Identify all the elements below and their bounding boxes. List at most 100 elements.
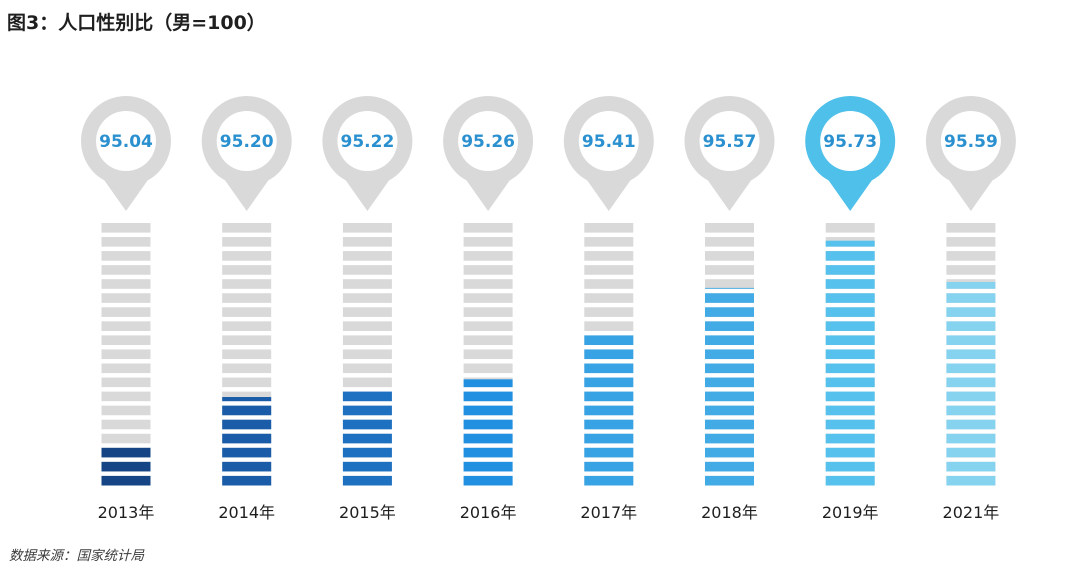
bar-segment-empty: [584, 265, 634, 275]
bar-segment-empty: [101, 223, 151, 233]
pin-inner-circle: [820, 111, 881, 171]
bar-segment-filled: [946, 377, 996, 388]
pin-tip: [584, 177, 633, 211]
bar-segment-empty: [101, 251, 151, 261]
bar-segment-filled: [946, 349, 996, 360]
value-pin: 95.22: [322, 96, 413, 211]
bar-segment-empty: [946, 251, 996, 261]
bar-segment-empty: [222, 251, 272, 261]
bar-segment-empty: [101, 321, 151, 331]
bar-segment-filled: [463, 391, 513, 402]
pin-tip: [343, 177, 392, 211]
value-pin: 95.59: [925, 96, 1016, 211]
value-label: 95.22: [341, 132, 395, 152]
bar-segment-filled: [825, 265, 875, 275]
bar-segment-empty: [101, 391, 151, 402]
bar-segment-empty: [584, 237, 634, 247]
bar-2021年: [946, 223, 996, 486]
bar-segment-empty: [101, 307, 151, 317]
bar-segment-empty: [101, 293, 151, 303]
bar-segment-empty: [222, 223, 272, 233]
bar-segment-filled: [222, 447, 272, 458]
bar-segment-filled: [584, 405, 634, 416]
bar-segment-filled: [825, 363, 875, 374]
bar-2017年: [584, 223, 634, 486]
bar-segment-empty: [463, 293, 513, 303]
bar-segment-empty: [222, 377, 272, 388]
bar-segment-filled: [705, 447, 754, 458]
bar-segment-empty: [101, 419, 151, 430]
bar-segment-filled: [825, 475, 875, 486]
bar-segment-filled: [342, 433, 392, 444]
bar-2014年: [222, 223, 272, 486]
value-label: 95.41: [582, 132, 636, 152]
bar-segment-empty: [463, 363, 513, 374]
bar-segment-empty: [222, 307, 272, 317]
bar-segment-empty: [584, 293, 634, 303]
bar-segment-empty: [463, 251, 513, 261]
bar-segment-empty: [705, 279, 754, 289]
bar-segment-empty: [584, 279, 634, 289]
bar-segment-filled: [825, 419, 875, 430]
bar-segment-empty: [342, 237, 392, 247]
bar-segment-filled: [101, 475, 151, 486]
bar-columns: [101, 223, 996, 486]
bar-segment-empty: [342, 265, 392, 275]
bar-segment-filled: [463, 433, 513, 444]
bar-segment-empty: [463, 307, 513, 317]
bar-segment-filled: [825, 251, 875, 261]
bar-segment-filled: [342, 461, 392, 472]
bar-segment-filled: [705, 287, 754, 289]
bar-segment-filled: [705, 335, 754, 345]
bar-segment-filled: [825, 293, 875, 303]
bar-segment-filled: [825, 279, 875, 289]
bar-segment-empty: [463, 237, 513, 247]
pin-tip: [222, 177, 271, 211]
value-label: 95.73: [823, 132, 877, 152]
bar-segment-empty: [946, 237, 996, 247]
bar-2013年: [101, 223, 151, 486]
bar-segment-filled: [825, 405, 875, 416]
bar-segment-empty: [101, 335, 151, 345]
bar-segment-filled: [946, 321, 996, 331]
bar-segment-filled: [946, 307, 996, 317]
year-labels: 2013年 2014年 2015年 2016年 2017年 2018年 2019年 2021年: [98, 503, 1000, 522]
bar-segment-empty: [222, 265, 272, 275]
pin-inner-circle: [578, 111, 639, 171]
bar-segment-filled: [342, 419, 392, 430]
bar-segment-empty: [705, 265, 754, 275]
bar-segment-empty: [342, 307, 392, 317]
bar-segment-empty: [222, 391, 272, 402]
bar-segment-filled: [705, 377, 754, 388]
bar-segment-empty: [101, 377, 151, 388]
x-tick-label: 2018年: [701, 503, 758, 522]
bar-segment-filled: [463, 405, 513, 416]
x-tick-label: 2014年: [218, 503, 275, 522]
bar-segment-filled: [463, 447, 513, 458]
bar-segment-empty: [222, 293, 272, 303]
bar-segment-empty: [222, 363, 272, 374]
bar-segment-filled: [825, 321, 875, 331]
bar-segment-filled: [584, 335, 634, 345]
x-tick-label: 2016年: [460, 503, 517, 522]
bar-segment-filled: [463, 379, 513, 388]
bar-segment-empty: [463, 349, 513, 360]
bar-segment-empty: [342, 251, 392, 261]
bar-segment-filled: [946, 419, 996, 430]
pin-inner-circle: [699, 111, 760, 171]
value-pin: 95.04: [81, 96, 171, 211]
bar-segment-empty: [342, 223, 392, 233]
bar-segment-empty: [101, 349, 151, 360]
bar-2019年: [825, 223, 875, 486]
bar-segment-empty: [946, 223, 996, 233]
bar-segment-empty: [825, 223, 875, 233]
bar-segment-filled: [946, 293, 996, 303]
bar-segment-empty: [101, 405, 151, 416]
bar-segment-filled: [825, 377, 875, 388]
bar-segment-filled: [705, 321, 754, 331]
bar-segment-empty: [463, 223, 513, 233]
bar-segment-filled: [825, 349, 875, 360]
chart-title: 图3：人口性别比（男=100）: [7, 12, 266, 34]
bar-segment-filled: [946, 433, 996, 444]
bar-segment-empty: [342, 377, 392, 388]
